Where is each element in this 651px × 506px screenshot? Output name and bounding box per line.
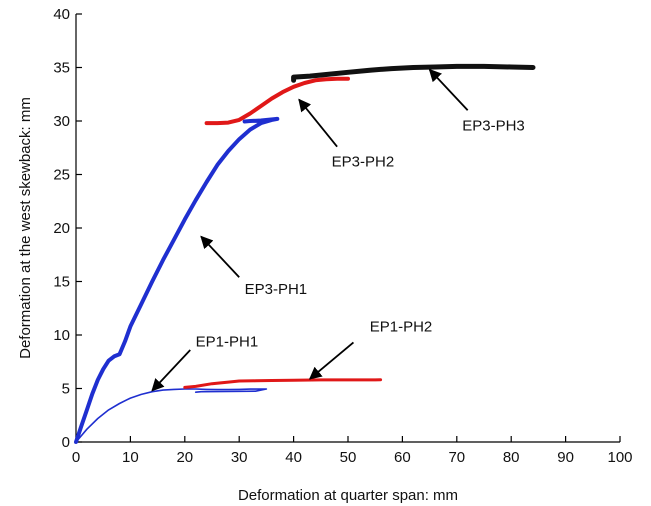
annotation-label: EP3-PH1 (245, 281, 308, 298)
annotation-label: EP3-PH3 (462, 117, 525, 134)
series-line-ep3-ph1 (74, 116, 280, 444)
y-tick-label: 25 (53, 167, 70, 184)
y-tick-label: 10 (53, 327, 70, 344)
series-line-ep3-ph3 (291, 63, 536, 83)
annotation-label: EP1-PH1 (196, 333, 259, 350)
annotation-arrow (298, 98, 338, 148)
x-tick-label: 70 (448, 449, 465, 466)
y-tick-label: 15 (53, 274, 70, 291)
annotation-arrow (151, 349, 191, 392)
annotation-arrow (308, 341, 355, 380)
x-tick-label: 90 (557, 449, 574, 466)
series-line-ep3-ph2 (204, 76, 350, 126)
x-tick-label: 100 (607, 449, 632, 466)
x-tick-label: 0 (72, 449, 80, 466)
axes: 0 10 20 30 40 50 60 70 80 90 100 0 5 10 15 20 25 30 35 40 (53, 6, 632, 466)
y-axis-label: Deformation at the west skewback: mm (17, 97, 34, 359)
series-line-ep1-ph2 (183, 378, 383, 389)
y-tick-label: 0 (62, 434, 70, 451)
annotation-label: EP1-PH2 (370, 318, 433, 335)
y-tick-label: 5 (62, 381, 70, 398)
y-tick-label: 20 (53, 220, 70, 237)
y-tick-label: 35 (53, 60, 70, 77)
y-tick-label: 30 (53, 113, 70, 130)
x-axis-label: Deformation at quarter span: mm (238, 487, 458, 504)
annotation-label: EP3-PH2 (332, 154, 395, 171)
x-tick-label: 20 (176, 449, 193, 466)
annotation-arrow (200, 235, 240, 278)
annotation-arrow (428, 68, 469, 111)
x-tick-label: 30 (231, 449, 248, 466)
x-tick-label: 10 (122, 449, 139, 466)
x-tick-label: 40 (285, 449, 302, 466)
series-line-ep1-ph1 (75, 388, 268, 443)
y-tick-label: 40 (53, 6, 70, 23)
annotation-layer: EP1-PH1 EP1-PH2 EP3-PH1 EP3-PH2 EP3-PH3 (151, 68, 525, 392)
x-tick-label: 50 (340, 449, 357, 466)
series-layer (74, 63, 536, 444)
x-tick-label: 60 (394, 449, 411, 466)
x-tick-label: 80 (503, 449, 520, 466)
